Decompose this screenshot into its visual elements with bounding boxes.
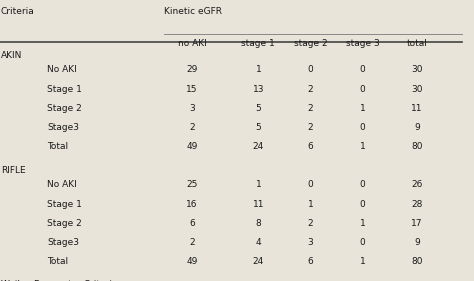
Text: 30: 30 <box>411 65 423 74</box>
Text: 0: 0 <box>360 200 365 209</box>
Text: 24: 24 <box>253 142 264 151</box>
Text: 6: 6 <box>308 142 313 151</box>
Text: 0: 0 <box>308 65 313 74</box>
Text: 1: 1 <box>360 142 365 151</box>
Text: 3: 3 <box>308 238 313 247</box>
Text: 11: 11 <box>411 104 423 113</box>
Text: Criteria: Criteria <box>1 7 35 16</box>
Text: 0: 0 <box>360 180 365 189</box>
Text: no AKI: no AKI <box>178 39 206 48</box>
Text: total: total <box>407 39 428 48</box>
Text: 2: 2 <box>308 104 313 113</box>
Text: 1: 1 <box>360 104 365 113</box>
Text: stage 2: stage 2 <box>294 39 327 48</box>
Text: 0: 0 <box>360 123 365 132</box>
Text: 1: 1 <box>360 219 365 228</box>
Text: 0: 0 <box>308 180 313 189</box>
Text: Stage 2: Stage 2 <box>47 104 82 113</box>
Text: 30: 30 <box>411 85 423 94</box>
Text: 15: 15 <box>186 85 198 94</box>
Text: 1: 1 <box>255 180 261 189</box>
Text: No AKI: No AKI <box>47 180 77 189</box>
Text: Stage3: Stage3 <box>47 238 80 247</box>
Text: 29: 29 <box>186 65 198 74</box>
Text: 28: 28 <box>411 200 423 209</box>
Text: RIFLE: RIFLE <box>1 166 26 175</box>
Text: Stage 1: Stage 1 <box>47 200 82 209</box>
Text: 49: 49 <box>186 142 198 151</box>
Text: 3: 3 <box>189 104 195 113</box>
Text: Stage 2: Stage 2 <box>47 219 82 228</box>
Text: 25: 25 <box>186 180 198 189</box>
Text: 80: 80 <box>411 257 423 266</box>
Text: 0: 0 <box>360 238 365 247</box>
Text: 49: 49 <box>186 257 198 266</box>
Text: No AKI: No AKI <box>47 65 77 74</box>
Text: Waikar-Bonventre Criteria: Waikar-Bonventre Criteria <box>1 280 118 281</box>
Text: 8: 8 <box>255 219 261 228</box>
Text: Total: Total <box>47 142 69 151</box>
Text: 0: 0 <box>360 65 365 74</box>
Text: 2: 2 <box>308 85 313 94</box>
Text: 2: 2 <box>189 123 195 132</box>
Text: 80: 80 <box>411 142 423 151</box>
Text: 2: 2 <box>308 123 313 132</box>
Text: stage 1: stage 1 <box>241 39 275 48</box>
Text: 13: 13 <box>253 85 264 94</box>
Text: 1: 1 <box>308 200 313 209</box>
Text: 16: 16 <box>186 200 198 209</box>
Text: 9: 9 <box>414 238 420 247</box>
Text: 5: 5 <box>255 123 261 132</box>
Text: 9: 9 <box>414 123 420 132</box>
Text: Stage 1: Stage 1 <box>47 85 82 94</box>
Text: 6: 6 <box>189 219 195 228</box>
Text: 17: 17 <box>411 219 423 228</box>
Text: 4: 4 <box>255 238 261 247</box>
Text: 26: 26 <box>411 180 423 189</box>
Text: 2: 2 <box>308 219 313 228</box>
Text: AKIN: AKIN <box>1 51 22 60</box>
Text: 0: 0 <box>360 85 365 94</box>
Text: 2: 2 <box>189 238 195 247</box>
Text: 1: 1 <box>360 257 365 266</box>
Text: stage 3: stage 3 <box>346 39 380 48</box>
Text: Kinetic eGFR: Kinetic eGFR <box>164 7 221 16</box>
Text: 6: 6 <box>308 257 313 266</box>
Text: 1: 1 <box>255 65 261 74</box>
Text: 11: 11 <box>253 200 264 209</box>
Text: 5: 5 <box>255 104 261 113</box>
Text: 24: 24 <box>253 257 264 266</box>
Text: Stage3: Stage3 <box>47 123 80 132</box>
Text: Total: Total <box>47 257 69 266</box>
